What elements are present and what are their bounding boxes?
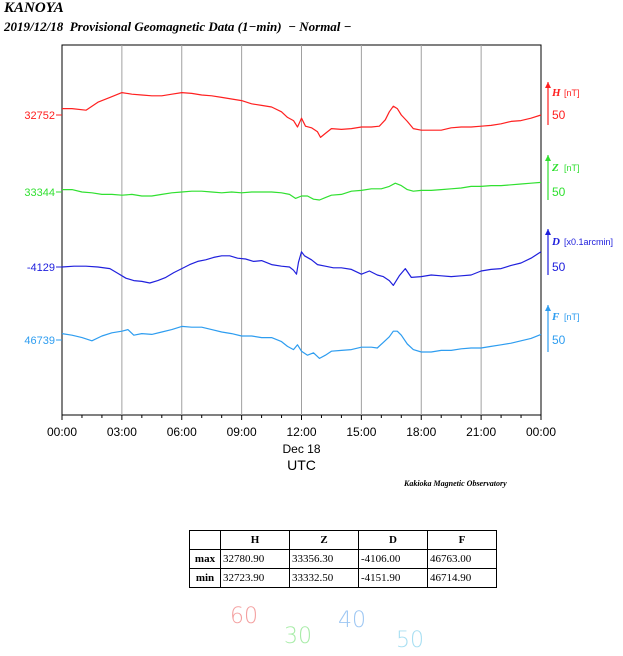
series-line-z — [62, 181, 542, 201]
column-header: F — [427, 530, 497, 550]
table-cell: 33332.50 — [289, 568, 359, 588]
series-scale-label: 50 — [552, 333, 566, 347]
series-baseline-label: -4129 — [27, 262, 55, 274]
table-header-row: H Z D F — [189, 530, 497, 550]
chart-subtitle: 2019/12/18 Provisional Geomagnetic Data … — [4, 19, 352, 34]
series-baseline-label: 46739 — [24, 335, 55, 347]
handwritten-number-z: 30 — [284, 624, 312, 649]
scale-arrow-icon — [545, 305, 551, 311]
column-header: Z — [289, 530, 359, 550]
x-tick-label: 15:00 — [346, 425, 376, 439]
series-line-d — [61, 251, 542, 286]
table-cell: 33356.30 — [289, 549, 359, 569]
series-unit: [nT] — [564, 163, 580, 173]
min-max-table: H Z D F max 32780.90 33356.30 -4106.00 4… — [189, 530, 497, 588]
table-corner — [189, 530, 221, 550]
x-tick-label: 18:00 — [406, 425, 436, 439]
x-tick-label: 21:00 — [466, 425, 496, 439]
series-name: Z — [551, 162, 559, 174]
scale-arrow-icon — [545, 229, 551, 235]
series-name: D — [551, 236, 560, 248]
handwritten-number-h: 60 — [230, 604, 258, 629]
series-name: F — [551, 311, 560, 323]
series-scale-label: 50 — [552, 260, 566, 274]
table-cell: 46763.00 — [427, 549, 497, 569]
table-row-min: min 32723.90 33332.50 -4151.90 46714.90 — [189, 568, 497, 588]
table-row-max: max 32780.90 33356.30 -4106.00 46763.00 — [189, 549, 497, 569]
series-baseline-label: 32752 — [24, 110, 55, 122]
series-scale-label: 50 — [552, 185, 566, 199]
x-tick-label: 00:00 — [526, 425, 556, 439]
series-unit: [x0.1arcmin] — [564, 237, 613, 247]
x-tick-label: 03:00 — [107, 425, 137, 439]
series-line-h — [62, 91, 542, 138]
table-cell: 32780.90 — [220, 549, 290, 569]
observatory-credit: Kakioka Magnetic Observatory — [404, 479, 507, 488]
x-tick-label: 12:00 — [286, 425, 316, 439]
column-header: H — [220, 530, 290, 550]
series-name: H — [551, 87, 561, 99]
table-cell: 46714.90 — [427, 568, 497, 588]
x-tick-label: 09:00 — [227, 425, 257, 439]
x-date-label: Dec 18 — [282, 442, 320, 456]
scale-arrow-icon — [545, 82, 551, 88]
x-tick-label: 00:00 — [47, 425, 77, 439]
series-unit: [nT] — [564, 312, 580, 322]
column-header: D — [358, 530, 428, 550]
station-title: KANOYA — [4, 0, 64, 16]
geomagnetic-chart: 00:00 03:00 06:00 09:00 12:00 15:00 18:00 21:00… — [24, 44, 613, 473]
series-scale-label: 50 — [552, 108, 566, 122]
series-line-f — [61, 325, 542, 359]
table-cell: -4106.00 — [358, 549, 428, 569]
handwritten-number-f: 50 — [396, 628, 424, 653]
series-unit: [nT] — [564, 88, 580, 98]
table-cell: 32723.90 — [220, 568, 290, 588]
series-baseline-label: 33344 — [24, 187, 55, 199]
row-label: max — [189, 549, 221, 569]
scale-arrow-icon — [545, 155, 551, 161]
handwritten-number-d: 40 — [338, 608, 366, 633]
table-cell: -4151.90 — [358, 568, 428, 588]
x-axis-label: UTC — [287, 457, 316, 473]
x-tick-label: 06:00 — [167, 425, 197, 439]
row-label: min — [189, 568, 221, 588]
